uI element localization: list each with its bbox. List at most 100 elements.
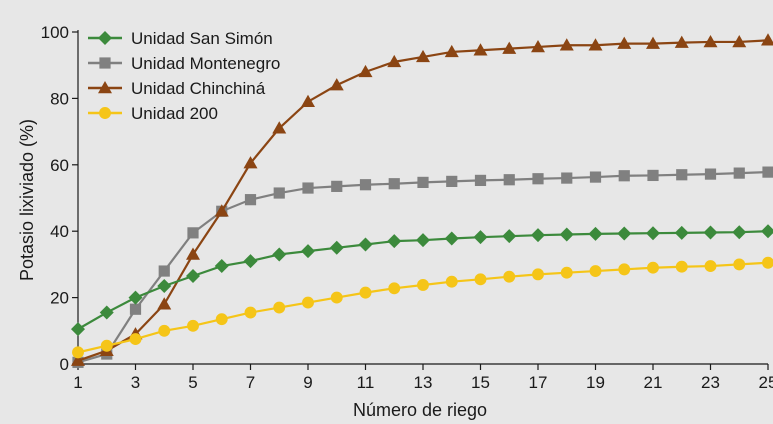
data-point [244, 306, 257, 319]
data-point [243, 254, 258, 269]
data-point [329, 78, 344, 91]
x-tick-label: 19 [586, 373, 605, 392]
data-point [646, 226, 660, 241]
data-point [474, 174, 487, 187]
y-tick-label: 100 [41, 23, 69, 42]
x-tick-label: 9 [303, 373, 312, 392]
legend-label: Unidad San Simón [131, 29, 273, 48]
data-point [703, 34, 718, 48]
data-point [72, 346, 84, 359]
data-point [416, 233, 430, 248]
data-point [186, 247, 200, 260]
data-point [444, 44, 459, 58]
series-group [71, 33, 773, 366]
data-point [617, 36, 632, 49]
legend-marker [99, 107, 111, 119]
data-point [301, 244, 315, 259]
data-point [417, 176, 429, 188]
data-point [674, 225, 689, 240]
data-point [704, 260, 717, 273]
data-point [762, 166, 773, 178]
data-point [302, 182, 314, 194]
y-axis-title: Potasio lixiviado (%) [17, 119, 37, 281]
data-point [157, 297, 172, 310]
series-layer [71, 33, 773, 368]
data-point [733, 258, 746, 271]
data-point [560, 266, 573, 279]
data-point [647, 261, 659, 274]
data-point [358, 237, 373, 252]
data-point [703, 225, 718, 240]
data-point [502, 229, 517, 244]
x-tick-label: 15 [471, 373, 490, 392]
legend-label: Unidad Chinchiná [131, 79, 266, 98]
x-tick-label: 7 [246, 373, 255, 392]
data-point [129, 333, 142, 346]
legend-label: Unidad Montenegro [131, 54, 280, 73]
data-point [503, 270, 516, 283]
data-point [387, 234, 402, 249]
x-tick-label: 5 [188, 373, 197, 392]
data-point [330, 291, 343, 304]
data-point [388, 178, 400, 190]
data-point [214, 259, 229, 274]
legend-marker [99, 57, 111, 69]
data-point [531, 39, 545, 53]
data-point [473, 43, 488, 56]
data-point [387, 54, 402, 68]
legend-label: Unidad 200 [131, 104, 218, 123]
data-point [532, 173, 544, 185]
y-tick-label: 0 [60, 355, 69, 374]
series-group [71, 224, 773, 337]
data-point [331, 180, 343, 192]
data-point [559, 227, 574, 242]
data-point [99, 305, 114, 320]
x-tick-label: 17 [529, 373, 548, 392]
data-point [761, 224, 773, 239]
data-point [388, 282, 401, 295]
x-tick-label: 13 [414, 373, 433, 392]
data-point [675, 260, 688, 273]
data-point [358, 64, 373, 78]
x-tick-label: 3 [131, 373, 140, 392]
legend: Unidad San Simón Unidad Montenegro Unidad … [88, 29, 280, 123]
x-tick-label: 25 [759, 373, 773, 392]
data-point [157, 278, 172, 293]
data-point [272, 247, 287, 262]
data-point [128, 290, 143, 305]
data-point [71, 353, 85, 366]
data-point [532, 268, 544, 281]
data-point [618, 170, 630, 182]
x-tick-label: 11 [357, 373, 375, 392]
data-point [531, 228, 545, 243]
data-point [559, 38, 574, 51]
data-point [762, 256, 773, 269]
data-point [446, 175, 458, 187]
data-point [129, 303, 142, 315]
data-point [704, 168, 717, 180]
data-point [732, 225, 747, 240]
x-axis-title: Número de riego [353, 400, 487, 420]
data-point [158, 324, 171, 337]
data-point [502, 41, 517, 54]
data-point [417, 279, 429, 291]
data-point [272, 121, 287, 134]
data-point [647, 169, 659, 182]
data-point [71, 322, 85, 337]
data-point [158, 265, 170, 277]
data-point [243, 156, 258, 169]
data-point [445, 275, 458, 288]
data-point [588, 226, 603, 241]
data-point [329, 240, 344, 255]
data-point [214, 204, 229, 217]
data-point [676, 169, 688, 181]
data-point [244, 194, 257, 206]
data-point [187, 319, 199, 332]
legend-item: Unidad 200 [88, 104, 218, 123]
data-point [588, 38, 603, 51]
y-tick-label: 80 [50, 89, 69, 108]
legend-item: Unidad Montenegro [88, 54, 280, 73]
x-tick-label: 21 [644, 373, 663, 392]
y-tick-label: 20 [50, 289, 69, 308]
data-point [444, 231, 459, 246]
